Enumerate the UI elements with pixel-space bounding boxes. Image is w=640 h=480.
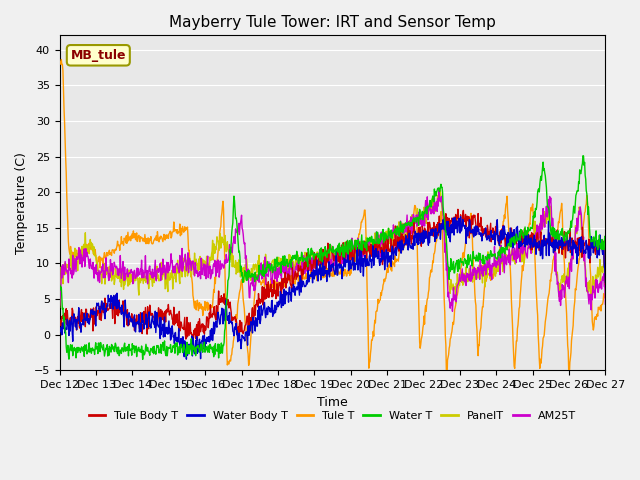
Y-axis label: Temperature (C): Temperature (C) xyxy=(15,152,28,254)
Legend: Tule Body T, Water Body T, Tule T, Water T, PanelT, AM25T: Tule Body T, Water Body T, Tule T, Water… xyxy=(84,406,580,425)
X-axis label: Time: Time xyxy=(317,396,348,408)
Title: Mayberry Tule Tower: IRT and Sensor Temp: Mayberry Tule Tower: IRT and Sensor Temp xyxy=(169,15,496,30)
Text: MB_tule: MB_tule xyxy=(70,49,126,62)
